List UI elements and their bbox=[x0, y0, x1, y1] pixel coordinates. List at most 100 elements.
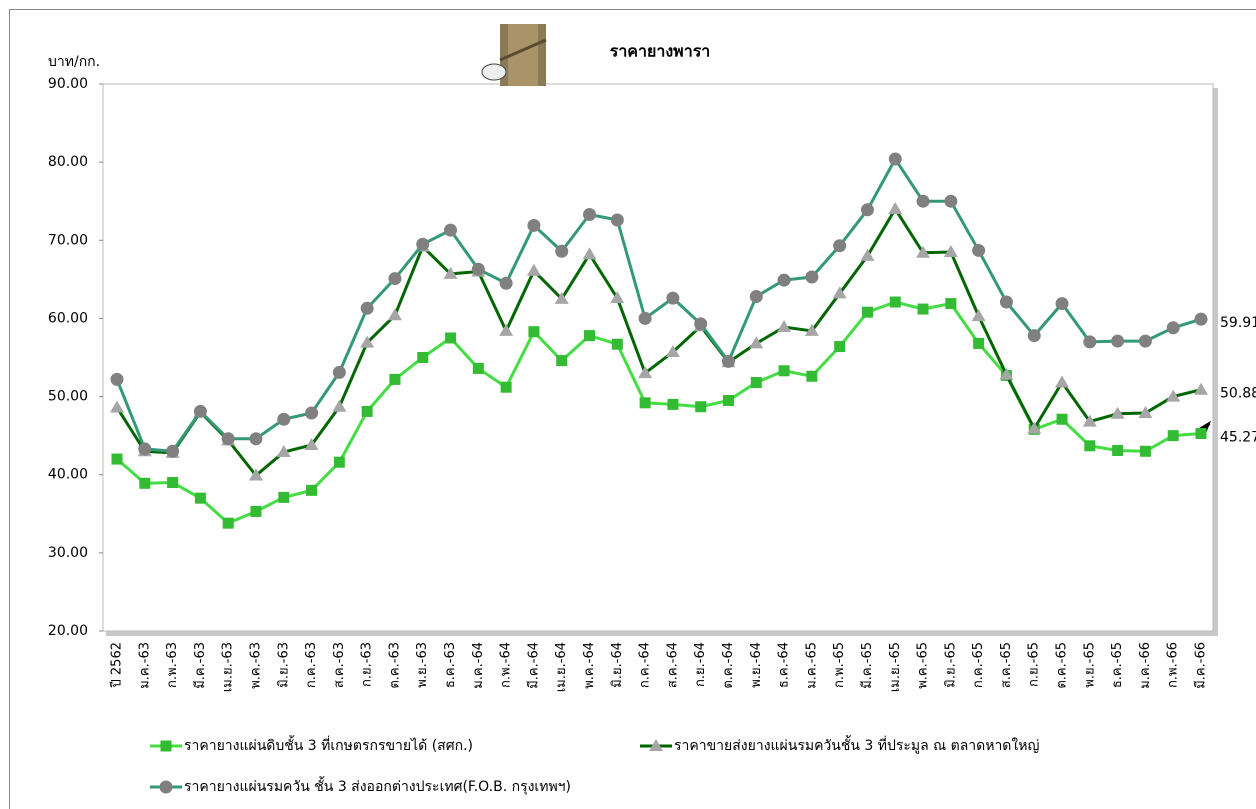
x-tick-label: ธ.ค.-65 bbox=[1110, 642, 1125, 688]
marker bbox=[167, 477, 179, 489]
marker bbox=[387, 308, 402, 321]
marker bbox=[999, 295, 1013, 309]
marker bbox=[389, 373, 401, 385]
marker bbox=[332, 365, 346, 379]
x-tick-label: ก.ย.-64 bbox=[693, 642, 708, 687]
x-tick-label: ก.พ.-65 bbox=[832, 642, 847, 688]
marker bbox=[388, 272, 402, 286]
marker bbox=[582, 247, 597, 260]
legend-marker bbox=[649, 739, 663, 751]
marker bbox=[1055, 297, 1069, 311]
marker bbox=[138, 442, 152, 456]
x-tick-label: ก.ค.-65 bbox=[971, 642, 986, 688]
marker bbox=[999, 367, 1014, 380]
legend-label: ราคาขายส่งยางแผ่นรมควันชั้น 3 ที่ประมูล … bbox=[674, 735, 1039, 754]
x-tick-label: ต.ค.-64 bbox=[721, 642, 736, 689]
marker bbox=[1138, 334, 1152, 348]
marker bbox=[889, 296, 901, 308]
chart-title: ราคายางพารา bbox=[610, 42, 711, 61]
marker bbox=[361, 405, 373, 417]
marker bbox=[333, 456, 345, 468]
x-tick-label: พ.ย.-63 bbox=[415, 642, 430, 688]
marker bbox=[861, 306, 873, 318]
x-tick-label: ม.ค.-66 bbox=[1138, 642, 1153, 689]
marker bbox=[166, 444, 180, 458]
x-tick-label: ส.ค.-63 bbox=[332, 642, 347, 688]
marker bbox=[222, 517, 234, 529]
x-tick-label: พ.ย.-64 bbox=[749, 642, 764, 688]
marker bbox=[221, 432, 235, 446]
marker bbox=[610, 213, 624, 227]
marker bbox=[249, 432, 263, 446]
x-tick-label: มี.ค.-63 bbox=[192, 642, 208, 689]
marker bbox=[916, 194, 930, 208]
marker bbox=[750, 377, 762, 389]
marker bbox=[1167, 430, 1179, 442]
marker bbox=[944, 194, 958, 208]
data-label: 45.27 bbox=[1220, 430, 1256, 446]
x-tick-label: ก.ย.-65 bbox=[1027, 642, 1042, 687]
x-tick-label: พ.ย.-65 bbox=[1082, 642, 1097, 688]
x-tick-label: พ.ค.-63 bbox=[248, 642, 263, 689]
x-tick-label: ต.ค.-63 bbox=[387, 642, 402, 689]
y-tick-label: 60.00 bbox=[48, 310, 88, 326]
x-tick-label: ธ.ค.-63 bbox=[443, 642, 458, 688]
marker bbox=[500, 381, 512, 393]
x-tick-label: ก.พ.-66 bbox=[1166, 642, 1181, 688]
marker bbox=[1082, 414, 1097, 427]
x-tick-label: ก.ค.-64 bbox=[638, 642, 653, 688]
legend-item: ราคายางแผ่นดิบชั้น 3 ที่เกษตรกรขายได้ (ส… bbox=[150, 735, 473, 754]
legend-marker bbox=[159, 780, 173, 794]
x-tick-label: มี.ค.-66 bbox=[1193, 642, 1209, 689]
x-tick-label: มิ.ย.-65 bbox=[943, 642, 958, 688]
y-tick-label: 40.00 bbox=[48, 467, 88, 483]
y-tick-label: 90.00 bbox=[48, 76, 88, 92]
rubber-image bbox=[481, 24, 547, 86]
marker bbox=[444, 223, 458, 237]
marker bbox=[111, 453, 123, 465]
marker bbox=[665, 345, 680, 358]
x-tick-label: มี.ค.-65 bbox=[859, 642, 875, 689]
x-tick-label: พ.ค.-64 bbox=[582, 642, 597, 689]
marker bbox=[1111, 334, 1125, 348]
marker bbox=[722, 394, 734, 406]
legend-marker bbox=[160, 740, 172, 752]
marker bbox=[416, 237, 430, 251]
marker bbox=[695, 401, 707, 413]
marker bbox=[638, 311, 652, 325]
y-tick-label: 70.00 bbox=[48, 232, 88, 248]
x-tick-label: มิ.ย.-63 bbox=[276, 642, 291, 688]
marker bbox=[694, 317, 708, 331]
marker bbox=[471, 262, 485, 276]
y-tick-label: 50.00 bbox=[48, 389, 88, 405]
marker bbox=[1194, 382, 1208, 395]
x-tick-label: ส.ค.-64 bbox=[665, 642, 680, 688]
marker bbox=[278, 491, 290, 503]
legend-label: ราคายางแผ่นดิบชั้น 3 ที่เกษตรกรขายได้ (ส… bbox=[184, 735, 473, 754]
marker bbox=[804, 323, 819, 336]
data-label: 59.91 bbox=[1220, 315, 1256, 331]
marker bbox=[916, 245, 931, 258]
legend-item: ราคายางแผ่นรมควัน ชั้น 3 ส่งออกต่างประเท… bbox=[150, 776, 571, 795]
marker bbox=[1139, 445, 1151, 457]
marker bbox=[917, 303, 929, 315]
marker bbox=[860, 203, 874, 217]
marker bbox=[611, 338, 623, 350]
marker bbox=[639, 397, 651, 409]
marker bbox=[888, 152, 902, 166]
marker bbox=[806, 370, 818, 382]
marker bbox=[445, 332, 457, 344]
marker bbox=[667, 398, 679, 410]
plot-area bbox=[102, 83, 1214, 632]
x-tick-label: พ.ค.-65 bbox=[916, 642, 931, 689]
marker bbox=[972, 243, 986, 257]
legend-label: ราคายางแผ่นรมควัน ชั้น 3 ส่งออกต่างประเท… bbox=[184, 776, 571, 795]
y-tick-label: 30.00 bbox=[48, 545, 88, 561]
marker bbox=[443, 266, 458, 279]
marker bbox=[360, 301, 374, 315]
marker bbox=[1027, 329, 1041, 343]
marker bbox=[305, 406, 319, 420]
marker bbox=[277, 412, 291, 426]
x-tick-label: ต.ค.-65 bbox=[1055, 642, 1070, 689]
